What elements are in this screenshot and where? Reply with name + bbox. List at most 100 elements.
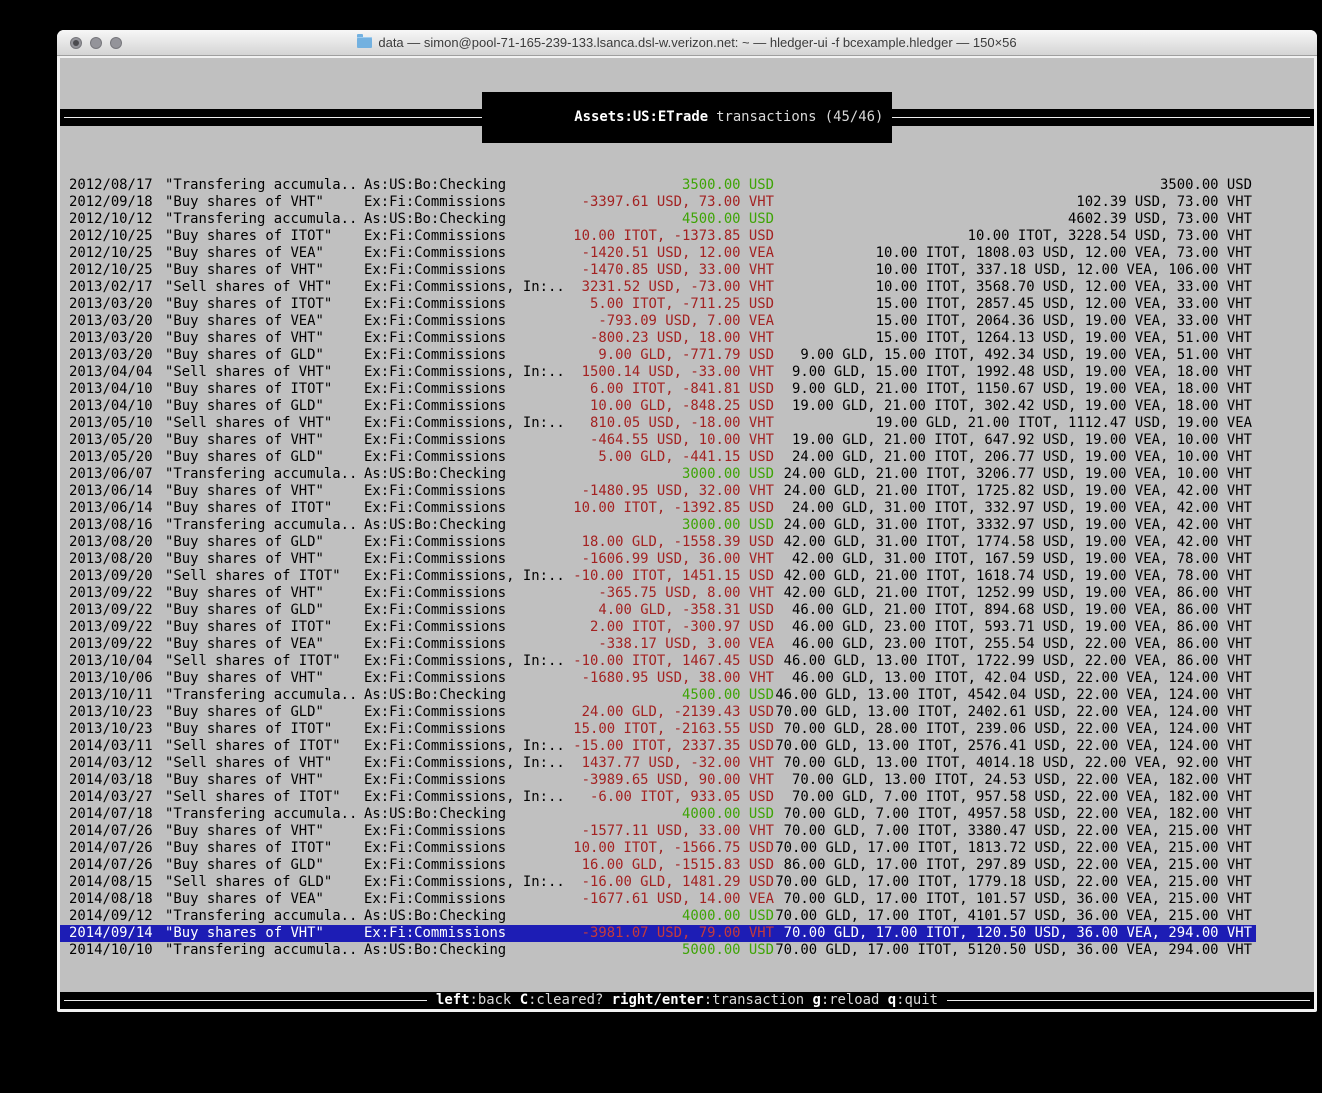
- transaction-row[interactable]: 2013/10/04 "Sell shares of ITOT" Ex:Fi:C…: [60, 653, 1256, 670]
- transaction-row[interactable]: 2013/08/20 "Buy shares of VHT" Ex:Fi:Com…: [60, 551, 1256, 568]
- transaction-row[interactable]: 2014/07/26 "Buy shares of GLD" Ex:Fi:Com…: [60, 857, 1256, 874]
- transaction-row[interactable]: 2013/08/16 "Transfering accumula.. As:US…: [60, 517, 1256, 534]
- cell-account: Ex:Fi:Commissions: [364, 347, 507, 363]
- cell-account: Ex:Fi:Commissions: [364, 551, 507, 567]
- cell-balance: 24.00 GLD, 31.00 ITOT, 3332.97 USD, 19.0…: [783, 517, 1252, 533]
- transaction-row[interactable]: 2012/10/25 "Buy shares of ITOT" Ex:Fi:Co…: [60, 228, 1256, 245]
- cell-change: 3000.00 USD: [682, 466, 774, 482]
- cell-account: Ex:Fi:Commissions: [364, 619, 507, 635]
- cell-balance: 70.00 GLD, 13.00 ITOT, 4014.18 USD, 22.0…: [783, 755, 1252, 771]
- cell-change: -793.09 USD, 7.00 VEA: [598, 313, 774, 329]
- transaction-row[interactable]: 2013/10/23 "Buy shares of GLD" Ex:Fi:Com…: [60, 704, 1256, 721]
- transaction-row[interactable]: 2014/10/10 "Transfering accumula.. As:US…: [60, 942, 1256, 959]
- transaction-row[interactable]: 2013/10/23 "Buy shares of ITOT" Ex:Fi:Co…: [60, 721, 1256, 738]
- transaction-row[interactable]: 2014/03/18 "Buy shares of VHT" Ex:Fi:Com…: [60, 772, 1256, 789]
- transaction-row[interactable]: 2013/06/14 "Buy shares of VHT" Ex:Fi:Com…: [60, 483, 1256, 500]
- cell-balance: 70.00 GLD, 17.00 ITOT, 101.57 USD, 36.00…: [783, 891, 1252, 907]
- cell-account: As:US:Bo:Checking: [364, 806, 507, 822]
- cell-date: 2014/03/11: [69, 738, 153, 754]
- window-titlebar[interactable]: data — simon@pool-71-165-239-133.lsanca.…: [57, 30, 1317, 56]
- transaction-row[interactable]: 2013/09/22 "Buy shares of GLD" Ex:Fi:Com…: [60, 602, 1256, 619]
- cell-change: -365.75 USD, 8.00 VHT: [598, 585, 774, 601]
- cell-date: 2012/10/25: [69, 245, 153, 261]
- cell-change: 18.00 GLD, -1558.39 USD: [581, 534, 774, 550]
- transaction-row[interactable]: 2014/09/14 "Buy shares of VHT" Ex:Fi:Com…: [60, 925, 1256, 942]
- cell-change: -1480.95 USD, 32.00 VHT: [581, 483, 774, 499]
- cell-date: 2014/03/27: [69, 789, 153, 805]
- transaction-row[interactable]: 2012/10/25 "Buy shares of VHT" Ex:Fi:Com…: [60, 262, 1256, 279]
- cell-change: -1606.99 USD, 36.00 VHT: [581, 551, 774, 567]
- register-header-bar: Assets:US:ETrade transactions (45/46): [60, 92, 1314, 143]
- cell-date: 2013/09/20: [69, 568, 153, 584]
- transaction-row[interactable]: 2013/04/04 "Sell shares of VHT" Ex:Fi:Co…: [60, 364, 1256, 381]
- cell-account: As:US:Bo:Checking: [364, 942, 507, 958]
- cell-balance: 86.00 GLD, 17.00 ITOT, 297.89 USD, 22.00…: [783, 857, 1252, 873]
- cell-balance: 70.00 GLD, 17.00 ITOT, 4101.57 USD, 36.0…: [775, 908, 1252, 924]
- transaction-row[interactable]: 2014/07/26 "Buy shares of VHT" Ex:Fi:Com…: [60, 823, 1256, 840]
- cell-description: "Sell shares of ITOT": [165, 568, 341, 584]
- cell-balance: 70.00 GLD, 7.00 ITOT, 957.58 USD, 22.00 …: [792, 789, 1252, 805]
- zoom-button[interactable]: [110, 36, 122, 49]
- transaction-row[interactable]: 2013/08/20 "Buy shares of GLD" Ex:Fi:Com…: [60, 534, 1256, 551]
- transaction-row[interactable]: 2013/09/22 "Buy shares of VEA" Ex:Fi:Com…: [60, 636, 1256, 653]
- transaction-row[interactable]: 2013/10/11 "Transfering accumula.. As:US…: [60, 687, 1256, 704]
- cell-change: 10.00 ITOT, -1392.85 USD: [573, 500, 774, 516]
- transaction-row[interactable]: 2013/05/20 "Buy shares of VHT" Ex:Fi:Com…: [60, 432, 1256, 449]
- transaction-row[interactable]: 2014/09/12 "Transfering accumula.. As:US…: [60, 908, 1256, 925]
- transaction-row[interactable]: 2013/04/10 "Buy shares of GLD" Ex:Fi:Com…: [60, 398, 1256, 415]
- cell-date: 2014/07/26: [69, 840, 153, 856]
- transaction-row[interactable]: 2014/03/27 "Sell shares of ITOT" Ex:Fi:C…: [60, 789, 1256, 806]
- cell-date: 2013/09/22: [69, 619, 153, 635]
- transaction-row[interactable]: 2013/06/07 "Transfering accumula.. As:US…: [60, 466, 1256, 483]
- cell-description: "Buy shares of VHT": [165, 483, 324, 499]
- transaction-row[interactable]: 2013/03/20 "Buy shares of VEA" Ex:Fi:Com…: [60, 313, 1256, 330]
- cell-date: 2013/09/22: [69, 602, 153, 618]
- transaction-row[interactable]: 2013/04/10 "Buy shares of ITOT" Ex:Fi:Co…: [60, 381, 1256, 398]
- cell-balance: 46.00 GLD, 13.00 ITOT, 4542.04 USD, 22.0…: [775, 687, 1252, 703]
- transaction-row[interactable]: 2013/03/20 "Buy shares of GLD" Ex:Fi:Com…: [60, 347, 1256, 364]
- transaction-row[interactable]: 2013/10/06 "Buy shares of VHT" Ex:Fi:Com…: [60, 670, 1256, 687]
- transaction-row[interactable]: 2014/07/26 "Buy shares of ITOT" Ex:Fi:Co…: [60, 840, 1256, 857]
- hint-description: :reload: [820, 992, 880, 1008]
- cell-date: 2014/09/12: [69, 908, 153, 924]
- transaction-row[interactable]: 2013/03/20 "Buy shares of VHT" Ex:Fi:Com…: [60, 330, 1256, 347]
- cell-balance: 15.00 ITOT, 2064.36 USD, 19.00 VEA, 33.0…: [875, 313, 1252, 329]
- cell-description: "Transfering accumula..: [165, 517, 358, 533]
- transaction-row[interactable]: 2013/05/10 "Sell shares of VHT" Ex:Fi:Co…: [60, 415, 1256, 432]
- cell-balance: 70.00 GLD, 13.00 ITOT, 2402.61 USD, 22.0…: [775, 704, 1252, 720]
- transaction-row[interactable]: 2012/10/25 "Buy shares of VEA" Ex:Fi:Com…: [60, 245, 1256, 262]
- transaction-row[interactable]: 2012/09/18 "Buy shares of VHT" Ex:Fi:Com…: [60, 194, 1256, 211]
- transaction-row[interactable]: 2013/02/17 "Sell shares of VHT" Ex:Fi:Co…: [60, 279, 1256, 296]
- cell-date: 2013/10/11: [69, 687, 153, 703]
- cell-balance: 9.00 GLD, 15.00 ITOT, 492.34 USD, 19.00 …: [800, 347, 1252, 363]
- transaction-row[interactable]: 2013/09/22 "Buy shares of VHT" Ex:Fi:Com…: [60, 585, 1256, 602]
- transaction-row[interactable]: 2014/03/12 "Sell shares of VHT" Ex:Fi:Co…: [60, 755, 1256, 772]
- cell-balance: 3500.00 USD: [1160, 177, 1252, 193]
- transaction-row[interactable]: 2014/07/18 "Transfering accumula.. As:US…: [60, 806, 1256, 823]
- close-button[interactable]: [70, 36, 82, 49]
- cell-change: -464.55 USD, 10.00 VHT: [590, 432, 774, 448]
- cell-change: -1677.61 USD, 14.00 VEA: [581, 891, 774, 907]
- transaction-row[interactable]: 2013/06/14 "Buy shares of ITOT" Ex:Fi:Co…: [60, 500, 1256, 517]
- transaction-row[interactable]: 2013/09/22 "Buy shares of ITOT" Ex:Fi:Co…: [60, 619, 1256, 636]
- transaction-row[interactable]: 2013/09/20 "Sell shares of ITOT" Ex:Fi:C…: [60, 568, 1256, 585]
- cell-account: Ex:Fi:Commissions: [364, 772, 507, 788]
- transaction-row[interactable]: 2013/03/20 "Buy shares of ITOT" Ex:Fi:Co…: [60, 296, 1256, 313]
- terminal-screen: Assets:US:ETrade transactions (45/46) 201…: [60, 58, 1314, 1009]
- transaction-row[interactable]: 2013/05/20 "Buy shares of GLD" Ex:Fi:Com…: [60, 449, 1256, 466]
- transaction-row[interactable]: 2014/08/15 "Sell shares of GLD" Ex:Fi:Co…: [60, 874, 1256, 891]
- transaction-row[interactable]: 2014/03/11 "Sell shares of ITOT" Ex:Fi:C…: [60, 738, 1256, 755]
- cell-change: 16.00 GLD, -1515.83 USD: [581, 857, 774, 873]
- cell-account: Ex:Fi:Commissions: [364, 585, 507, 601]
- bottom-bar-hints: left:back C:cleared? right/enter:transac…: [427, 992, 947, 1009]
- transaction-row[interactable]: 2012/10/12 "Transfering accumula.. As:US…: [60, 211, 1256, 228]
- transaction-row[interactable]: 2014/08/18 "Buy shares of VEA" Ex:Fi:Com…: [60, 891, 1256, 908]
- key-hints-bar: left:back C:cleared? right/enter:transac…: [60, 992, 1314, 1009]
- cell-description: "Sell shares of GLD": [165, 874, 333, 890]
- cell-description: "Buy shares of ITOT": [165, 619, 333, 635]
- transaction-row[interactable]: 2012/08/17 "Transfering accumula.. As:US…: [60, 177, 1256, 194]
- window-title: data — simon@pool-71-165-239-133.lsanca.…: [357, 34, 1017, 50]
- minimize-button[interactable]: [90, 36, 102, 49]
- cell-balance: 24.00 GLD, 21.00 ITOT, 206.77 USD, 19.00…: [792, 449, 1252, 465]
- cell-balance: 10.00 ITOT, 3228.54 USD, 73.00 VHT: [967, 228, 1252, 244]
